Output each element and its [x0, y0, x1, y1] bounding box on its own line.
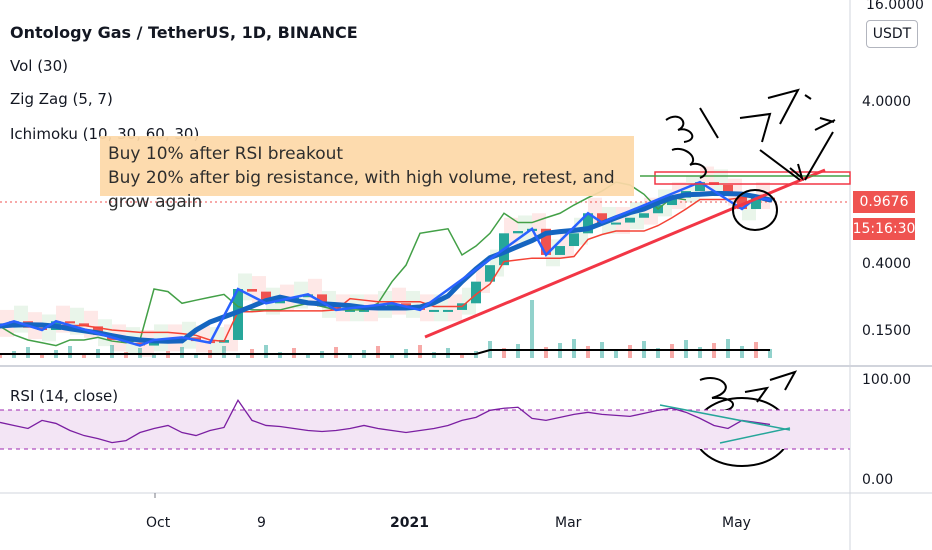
volume-bar: [740, 346, 744, 358]
candle: [541, 228, 551, 255]
candle: [695, 182, 705, 192]
volume-bar: [82, 353, 86, 358]
time-tick: 9: [257, 515, 266, 531]
time-tick: Oct: [146, 515, 171, 531]
candle: [233, 289, 243, 340]
symbol-title[interactable]: Ontology Gas / TetherUS, 1D, BINANCE: [10, 23, 358, 42]
time-tick: 2021: [390, 515, 429, 531]
rsi-tick: 100.00: [862, 372, 911, 388]
candle: [611, 222, 621, 225]
candle: [723, 184, 733, 195]
volume-bar: [68, 346, 72, 358]
currency-unit-button[interactable]: USDT: [866, 20, 918, 48]
volume-bar: [222, 346, 226, 358]
price-tick: 0.4000: [862, 256, 911, 272]
candle: [751, 197, 761, 210]
volume-bar: [586, 346, 590, 358]
indicator-zigzag[interactable]: Zig Zag (5, 7): [10, 90, 113, 108]
price-tick: 4.0000: [862, 94, 911, 110]
volume-bar: [0, 355, 2, 358]
volume-bar: [628, 345, 632, 358]
candle: [583, 213, 593, 234]
rsi-line: [0, 398, 771, 444]
candle: [261, 291, 271, 304]
volume-bar: [502, 348, 506, 358]
candle: [331, 306, 341, 310]
support-trendline: [424, 168, 826, 339]
candle: [597, 213, 607, 223]
rsi-label[interactable]: RSI (14, close): [10, 387, 119, 405]
resistance-zone: [654, 171, 851, 185]
candle: [317, 294, 327, 307]
candle: [485, 265, 495, 282]
candle: [135, 342, 145, 346]
volume-bar: [530, 300, 534, 358]
volume-bar: [768, 349, 772, 358]
volume-bar: [390, 353, 394, 358]
annotation-line-2: Buy 20% after big resistance, with high …: [108, 168, 615, 212]
rsi-trendline: [659, 404, 791, 431]
candle: [359, 309, 369, 312]
candle: [429, 309, 439, 312]
indicator-volume[interactable]: Vol (30): [10, 57, 69, 75]
volume-bar: [236, 353, 240, 358]
cloud-segment: [448, 294, 462, 322]
price-tick: 0.1500: [862, 323, 911, 339]
candle: [345, 309, 355, 312]
annotation-note[interactable]: Buy 10% after RSI breakout Buy 20% after…: [100, 136, 634, 212]
candle: [569, 233, 579, 247]
volume-bar: [698, 347, 702, 358]
cloud-segment: [196, 325, 210, 353]
volume-bar: [656, 348, 660, 358]
zigzag-line: [0, 180, 771, 347]
volume-bar: [726, 339, 730, 358]
volume-bar: [460, 355, 464, 358]
volume-bar: [334, 347, 338, 358]
candle: [387, 303, 397, 307]
volume-bar: [264, 345, 268, 358]
volume-bar: [348, 354, 352, 358]
last-price-tag: 0.9676: [853, 191, 915, 213]
candle: [667, 197, 677, 206]
cloud-segment: [14, 305, 28, 333]
volume-ma-line: [0, 349, 770, 355]
rsi-trendline-2: [719, 427, 791, 444]
time-tick: Mar: [555, 515, 582, 531]
time-tick: May: [722, 515, 751, 531]
volume-bar: [306, 355, 310, 358]
bar-countdown-tag: 15:16:30: [853, 218, 915, 240]
volume-bar: [110, 345, 114, 358]
volume-bar: [194, 354, 198, 358]
candle: [471, 281, 481, 304]
rsi-tick: 0.00: [862, 472, 894, 488]
annotation-line-1: Buy 10% after RSI breakout: [108, 144, 344, 164]
volume-bar: [418, 345, 422, 358]
candle: [555, 246, 565, 255]
price-tick-top: 16.0000: [866, 0, 924, 13]
candle: [513, 231, 523, 234]
candle: [443, 309, 453, 312]
volume-bar: [26, 347, 30, 358]
volume-bar: [40, 354, 44, 358]
candle: [737, 194, 747, 210]
volume-bar: [152, 355, 156, 358]
volume-bar: [572, 339, 576, 358]
candle: [247, 289, 257, 292]
cloud-segment: [406, 290, 420, 318]
volume-bar: [180, 347, 184, 358]
ichimoku-base-line: [0, 193, 771, 343]
candle: [401, 303, 411, 307]
volume-bar: [614, 349, 618, 358]
candle: [65, 321, 75, 324]
candle: [625, 217, 635, 223]
candle: [639, 213, 649, 218]
candle: [275, 300, 285, 304]
volume-bar: [376, 346, 380, 358]
volume-bar: [544, 347, 548, 358]
ichimoku-conversion-line: [0, 190, 773, 344]
